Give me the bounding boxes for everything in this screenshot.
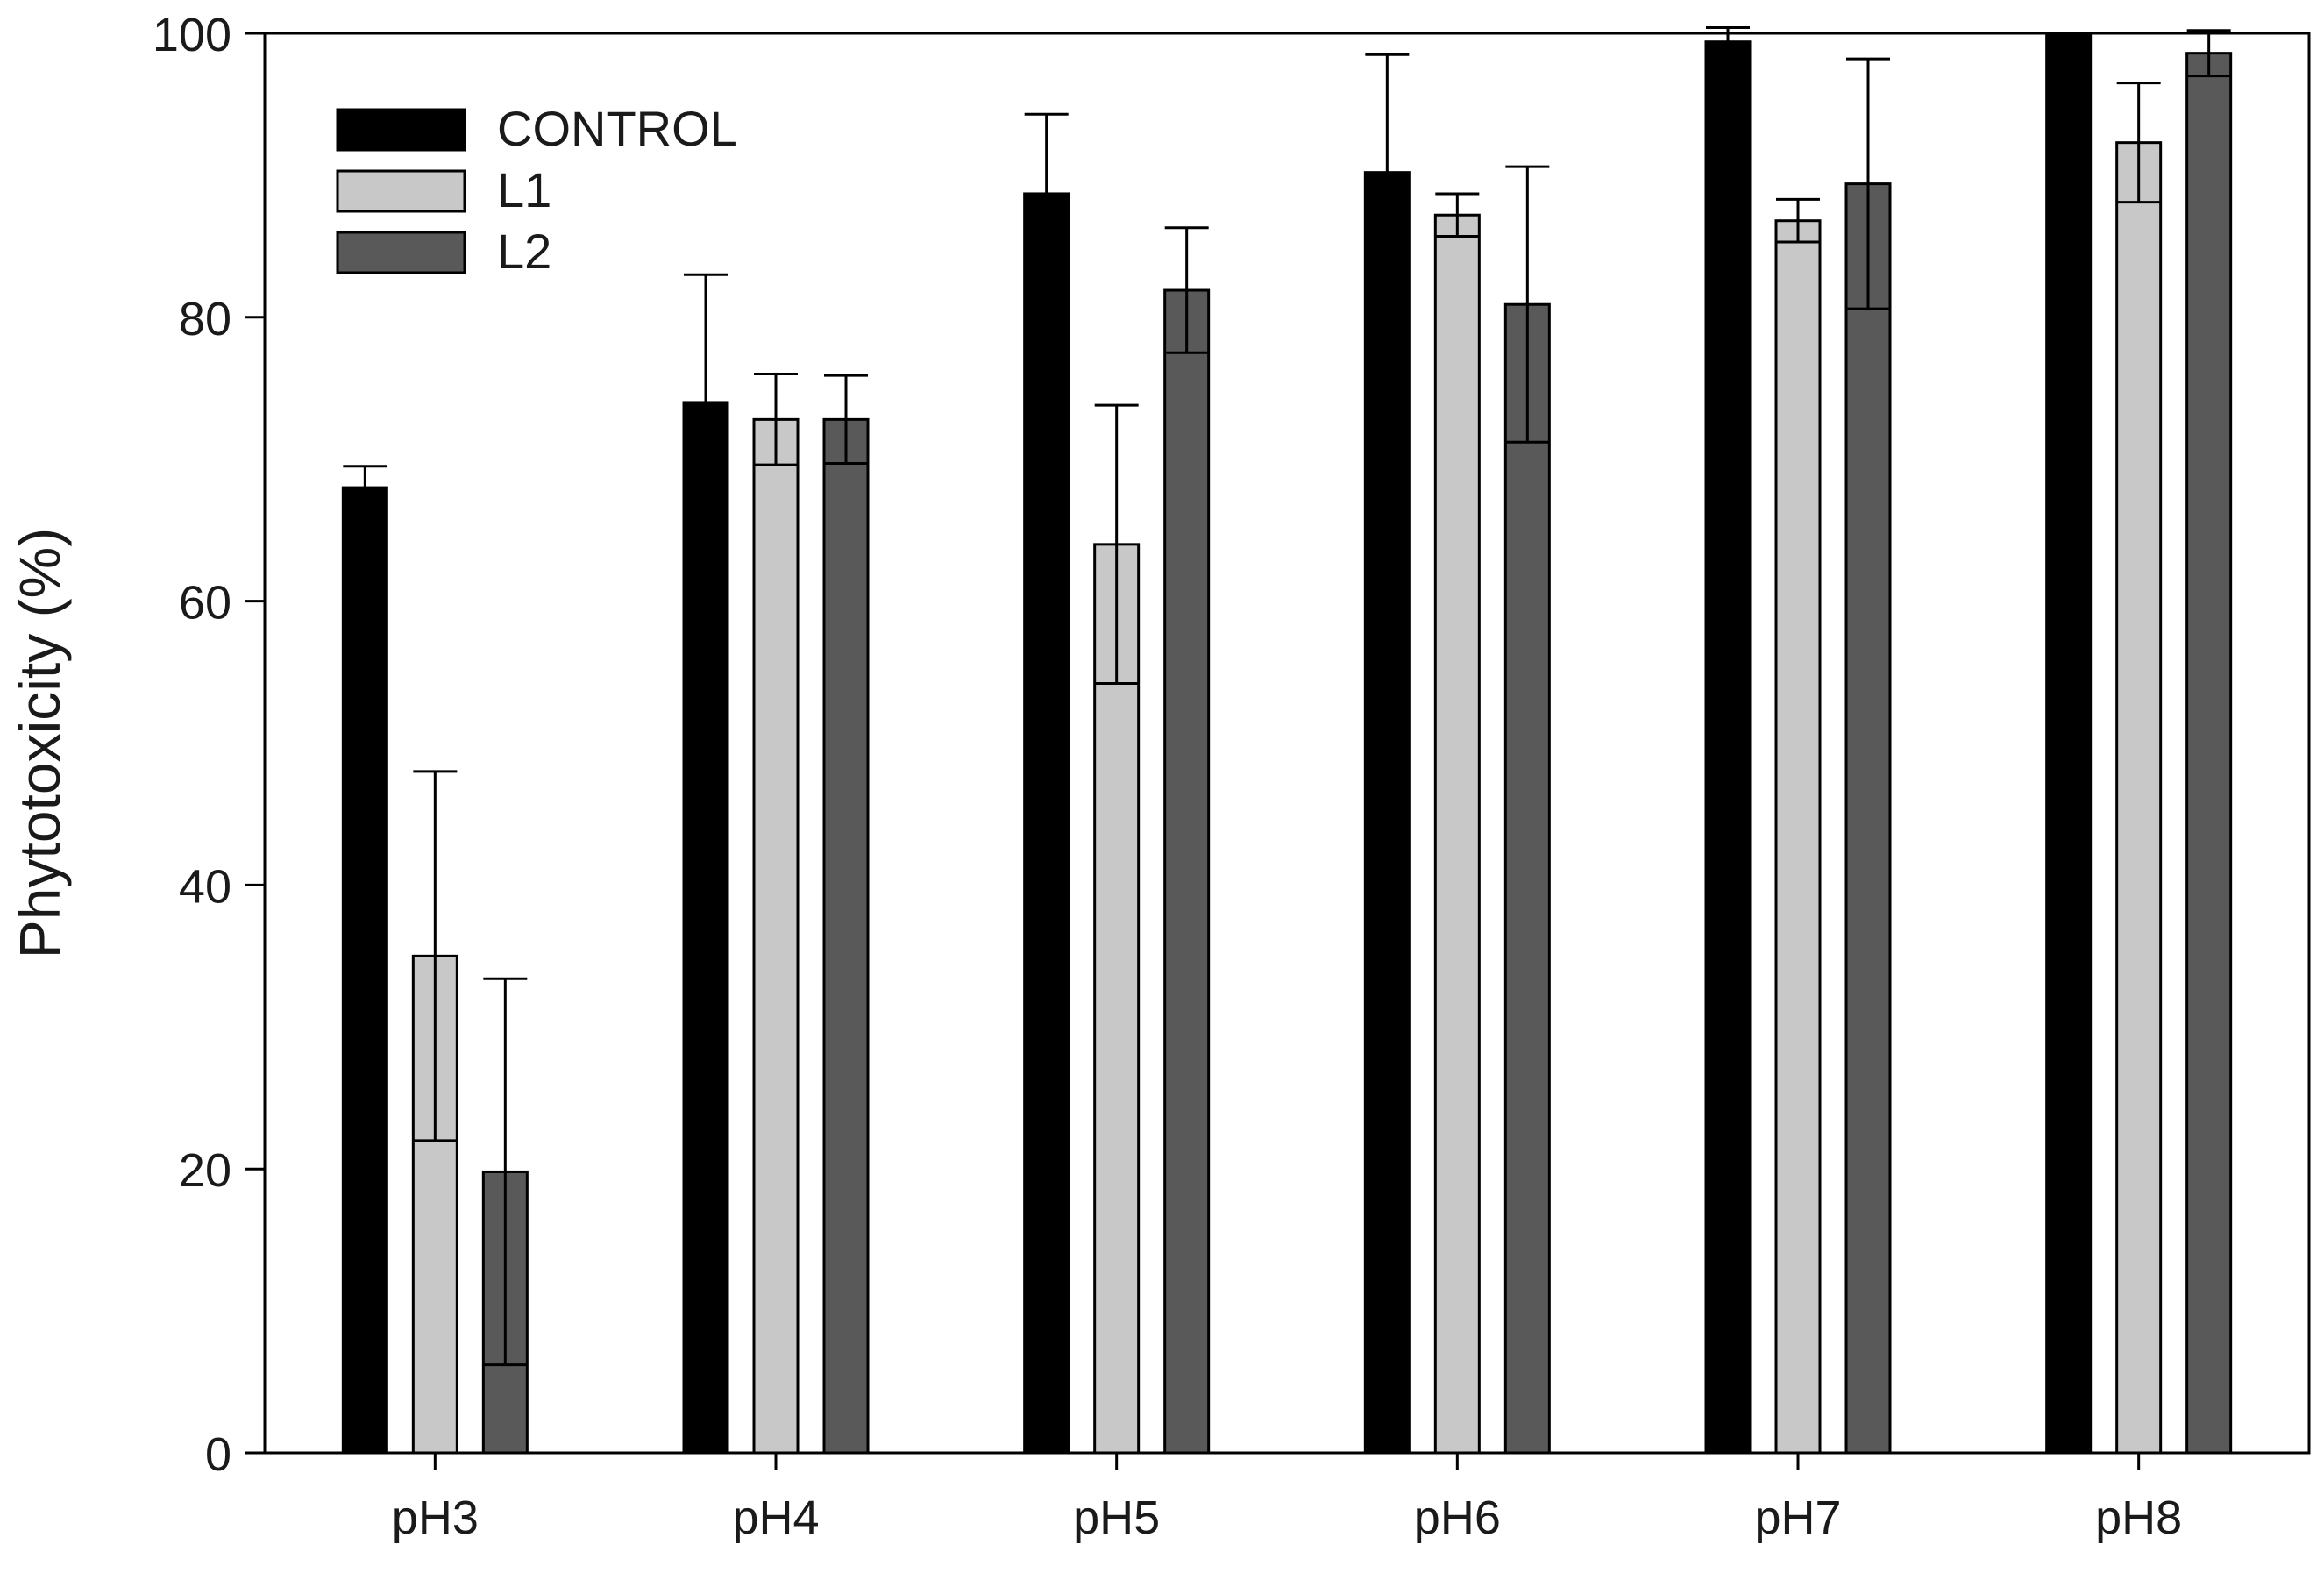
legend: CONTROL L1 L2: [336, 101, 737, 279]
bar-control-pH3: [341, 486, 388, 1455]
bar-l2-pH4: [822, 417, 870, 1455]
x-tick-label-pH6: pH6: [1414, 1491, 1501, 1544]
bar-control-pH4: [682, 401, 729, 1455]
bars: [341, 32, 2233, 1455]
bar-l1-pH8: [2115, 141, 2163, 1455]
x-tick-label-pH8: pH8: [2095, 1491, 2182, 1544]
x-tick-label-pH5: pH5: [1073, 1491, 1160, 1544]
y-tick-label: 80: [179, 293, 231, 345]
bar-l1-pH7: [1774, 219, 1822, 1455]
bar-l2-pH8: [2185, 52, 2233, 1455]
legend-swatch-l2: [336, 231, 466, 274]
bar-l2-pH6: [1503, 302, 1551, 1455]
bar-control-pH5: [1023, 192, 1070, 1455]
bar-l2-pH5: [1163, 288, 1211, 1455]
bar-control-pH7: [1704, 40, 1752, 1455]
legend-swatch-l1: [336, 169, 466, 213]
x-tick-label-pH7: pH7: [1754, 1491, 1841, 1544]
x-axis-tick-labels: pH3 pH4 pH5 pH6 pH7 pH8: [392, 1453, 2182, 1544]
y-tick-label: 40: [179, 860, 231, 913]
legend-swatch-control: [336, 108, 466, 152]
bar-l1-pH4: [752, 417, 800, 1455]
bar-control-pH8: [2045, 32, 2093, 1455]
y-tick-label: 100: [153, 9, 231, 61]
legend-label-l1: L1: [497, 162, 551, 217]
legend-label-l2: L2: [497, 224, 551, 279]
y-tick-label: 60: [179, 577, 231, 630]
y-tick-label: 0: [205, 1428, 231, 1481]
y-axis-ticks: 0 20 40 60 80 100: [153, 9, 265, 1481]
x-tick-label-pH3: pH3: [392, 1491, 479, 1544]
bar-control-pH6: [1363, 171, 1411, 1455]
plot-frame: [263, 32, 2311, 1455]
y-tick-label: 20: [179, 1144, 231, 1197]
legend-label-control: CONTROL: [497, 101, 737, 156]
bar-l2-pH7: [1844, 182, 1892, 1455]
y-axis-label: Phytotoxicity (%): [7, 528, 72, 958]
bar-l1-pH6: [1433, 213, 1481, 1455]
bar-l1-pH5: [1093, 543, 1141, 1455]
x-tick-label-pH4: pH4: [732, 1491, 819, 1544]
error-bars: [343, 26, 2231, 1367]
